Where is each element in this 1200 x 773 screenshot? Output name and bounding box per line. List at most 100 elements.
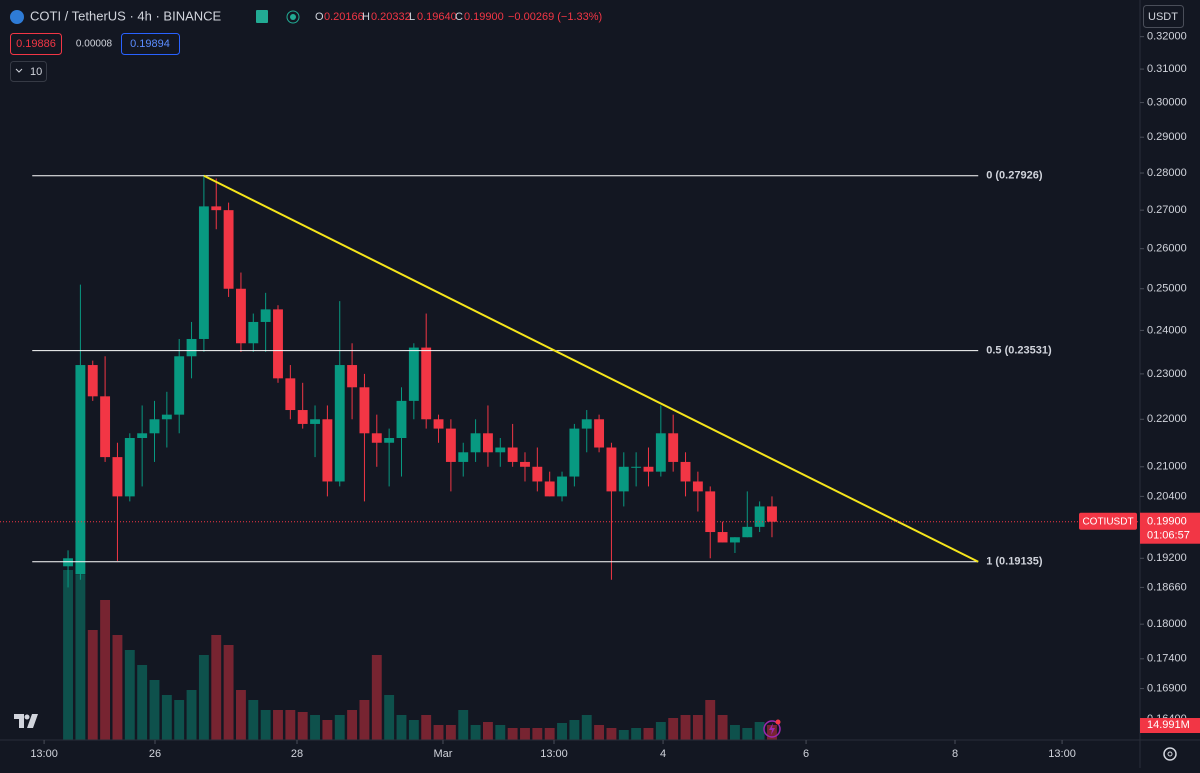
- candle-body: [643, 466, 654, 472]
- volume-bar: [186, 690, 197, 740]
- candle-body: [285, 378, 296, 411]
- candle-body: [87, 365, 98, 397]
- volume-bar: [161, 695, 172, 740]
- candle-body: [334, 365, 345, 482]
- settings-icon[interactable]: [1163, 747, 1177, 761]
- candle-body: [507, 447, 518, 462]
- x-tick-label: 13:00: [1048, 748, 1076, 760]
- volume-bar: [75, 575, 86, 740]
- volume-bar: [433, 725, 444, 740]
- currency-button[interactable]: [1143, 5, 1184, 28]
- buy-box[interactable]: [121, 33, 180, 55]
- candle-body: [631, 466, 642, 468]
- candle-body: [705, 491, 716, 533]
- currency: USDT: [1148, 11, 1178, 23]
- volume-bar: [236, 690, 246, 740]
- fib-label: 0.5 (0.23531): [986, 344, 1052, 356]
- sell-box[interactable]: [10, 33, 62, 55]
- volume-bar: [87, 630, 98, 740]
- volume-tag-text: 14.991M: [1147, 719, 1190, 731]
- volume-bar: [445, 725, 456, 740]
- x-tick-label: 26: [149, 748, 161, 760]
- candle-body: [384, 438, 395, 443]
- candle-body: [692, 481, 703, 492]
- lightning-icon[interactable]: [763, 720, 781, 738]
- candle-body: [742, 526, 753, 538]
- y-tick-label: 0.27000: [1147, 204, 1187, 216]
- candle-body: [421, 347, 432, 420]
- candle-body: [322, 419, 333, 482]
- candle-body: [581, 419, 592, 429]
- candle-body: [211, 206, 222, 211]
- candle-body: [668, 433, 679, 462]
- candle-body: [248, 321, 259, 344]
- volume-bar: [631, 728, 642, 740]
- volume-bar: [458, 710, 469, 740]
- candle-body: [754, 506, 765, 527]
- volume-bar: [273, 710, 283, 740]
- y-tick-label: 0.19200: [1147, 552, 1187, 564]
- candle-body: [680, 461, 691, 482]
- volume-bar: [742, 728, 753, 740]
- x-tick-label: 8: [952, 748, 958, 760]
- y-tick-label: 0.28000: [1147, 167, 1187, 179]
- y-tick-label: 0.30000: [1147, 96, 1187, 108]
- volume-bar: [334, 715, 345, 740]
- ohlc-label: H: [362, 11, 370, 23]
- candle-body: [198, 206, 209, 339]
- ohlc-label: C: [455, 11, 463, 23]
- y-tick-label: 0.29000: [1147, 131, 1187, 143]
- symbol-tag: [1079, 512, 1137, 530]
- status-icon: [286, 10, 300, 24]
- y-tick-label: 0.25000: [1147, 283, 1187, 295]
- candle-body: [408, 347, 419, 401]
- candle-body: [594, 419, 605, 448]
- spread: 0.00008: [76, 39, 113, 50]
- x-tick-label: Mar: [434, 748, 453, 760]
- candle-body: [100, 396, 111, 458]
- candle-body: [297, 410, 308, 424]
- symbol-title: COTI / TetherUS · 4h · BINANCE: [30, 8, 222, 23]
- volume-bar: [618, 730, 629, 740]
- volume-bar: [248, 700, 259, 740]
- volume-bar: [606, 728, 617, 740]
- volume-bar: [655, 722, 666, 740]
- volume-bar: [149, 680, 160, 740]
- candle-body: [396, 400, 407, 439]
- candle-body: [717, 532, 728, 543]
- candle-body: [112, 457, 123, 497]
- volume-bar: [408, 720, 419, 740]
- indicator-box[interactable]: [10, 61, 47, 82]
- volume-bar: [482, 722, 493, 740]
- volume-bar: [174, 700, 185, 740]
- y-tick-label: 0.32000: [1147, 31, 1187, 43]
- symbol-tag-text: COTIUSDT: [1082, 516, 1133, 527]
- countdown: 01:06:57: [1147, 530, 1190, 542]
- candle-body: [767, 506, 777, 522]
- volume-bar: [495, 725, 506, 740]
- fib-label: 1 (0.19135): [986, 556, 1043, 568]
- candle-body: [347, 365, 358, 388]
- bid-price: 0.19886: [16, 38, 56, 50]
- volume-bar: [729, 725, 740, 740]
- candle-body: [606, 447, 617, 492]
- y-tick-label: 0.22000: [1147, 413, 1187, 425]
- volume-bar: [754, 722, 765, 740]
- volume-bar: [310, 715, 320, 740]
- candle-body: [458, 452, 469, 462]
- candle-body: [161, 414, 172, 420]
- symbol-icon: [10, 10, 24, 24]
- volume-bar: [717, 715, 728, 740]
- x-tick-label: 28: [291, 748, 303, 760]
- logo-dot: [24, 714, 30, 720]
- volume-bar: [569, 720, 580, 740]
- logo-shape: [14, 714, 38, 728]
- candle-body: [149, 419, 160, 434]
- flag-icon[interactable]: [256, 10, 268, 23]
- price-tag-text: 0.19900: [1147, 516, 1187, 528]
- ohlc-change: −0.00269 (−1.33%): [508, 11, 602, 23]
- volume-bar: [347, 710, 358, 740]
- fib-label: 0 (0.27926): [986, 170, 1043, 182]
- volume-bar: [100, 600, 111, 740]
